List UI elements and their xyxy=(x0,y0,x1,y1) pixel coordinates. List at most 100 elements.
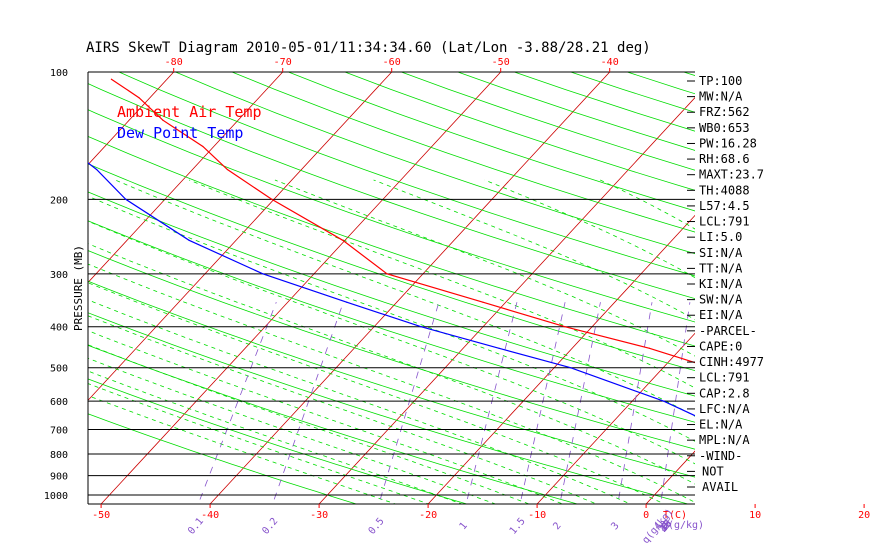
index-label: CINH:4977 xyxy=(699,355,764,369)
pressure-tick-label: 700 xyxy=(50,426,68,437)
pressure-tick-label: 100 xyxy=(50,68,68,79)
index-label: MW:N/A xyxy=(699,90,743,104)
isotherm-line xyxy=(88,72,284,284)
dry-adiabat-line xyxy=(88,344,579,504)
index-label: CAP:2.8 xyxy=(699,386,750,400)
index-label: PW:16.28 xyxy=(699,136,757,150)
mixing-ratio-tick-label: 3 xyxy=(609,521,621,533)
index-label: EL:N/A xyxy=(699,418,743,432)
y-axis-label: PRESSURE (MB) xyxy=(72,245,85,331)
index-label: AVAIL xyxy=(702,480,738,494)
dewpoint-point xyxy=(420,326,422,328)
dry-adiabat-line xyxy=(456,72,695,151)
dry-adiabat-line xyxy=(88,312,690,504)
mixing-ratio-line xyxy=(617,302,653,504)
top-temp-tick-label: -70 xyxy=(274,57,292,68)
temperature-point xyxy=(825,401,826,402)
mixing-ratio-unit-label-flat: q(g/kg) xyxy=(662,520,704,531)
dry-adiabat-line xyxy=(174,72,695,255)
dry-adiabat-line xyxy=(88,83,695,300)
pressure-tick-label: 800 xyxy=(50,450,68,461)
dry-adiabat-line xyxy=(117,72,695,277)
index-label: TT:N/A xyxy=(699,261,743,275)
mixing-ratio-tick-label: 1.5 xyxy=(508,516,528,537)
temperature-point xyxy=(648,347,651,349)
dry-adiabat-line xyxy=(682,72,695,76)
moist-adiabat-line xyxy=(88,357,497,504)
index-label: CAPE:0 xyxy=(699,339,742,353)
temperature-point xyxy=(564,326,566,328)
isotherm-line xyxy=(100,72,502,504)
moist-adiabat-line xyxy=(88,243,695,485)
index-label: SW:N/A xyxy=(699,293,743,307)
index-label: EI:N/A xyxy=(699,308,743,322)
dewpoint-point xyxy=(66,146,67,147)
isotherm-line xyxy=(645,450,695,504)
dewpoint-point xyxy=(96,168,98,171)
temperature-point xyxy=(226,168,228,171)
bottom-temp-tick-label: -50 xyxy=(92,510,110,521)
temperature-point xyxy=(835,429,836,430)
mixing-ratio-line xyxy=(378,302,440,504)
bottom-temp-tick-label: 0 xyxy=(643,510,649,521)
isotherm-line xyxy=(88,72,393,401)
top-temp-tick-label: -80 xyxy=(165,57,183,68)
index-label: LI:5.0 xyxy=(699,230,742,244)
isobar-lines xyxy=(87,71,695,505)
pressure-tick-label: 400 xyxy=(50,323,68,334)
mixing-ratio-line xyxy=(805,302,818,512)
dewpoint-point xyxy=(125,198,127,200)
mixing-ratio-line xyxy=(272,302,344,504)
mixing-ratio-line xyxy=(197,302,277,504)
isotherm-line xyxy=(209,72,611,504)
dry-adiabat-line xyxy=(230,72,695,233)
index-label: WB0:653 xyxy=(699,121,750,135)
mixing-ratio-line xyxy=(768,302,785,512)
index-label: -PARCEL- xyxy=(699,324,757,338)
mixing-ratio-tick-label: 2 xyxy=(551,521,563,533)
dewpoint-point xyxy=(569,367,572,369)
moist-adiabat-line xyxy=(88,220,695,465)
dewpoint-point xyxy=(42,105,43,106)
bottom-temp-tick-label: 20 xyxy=(858,510,870,521)
moist-adiabat-line xyxy=(801,180,870,513)
dewpoint-point xyxy=(663,400,665,402)
dry-adiabat-line xyxy=(88,250,695,450)
legend-dewpoint: Dew Point Temp xyxy=(117,124,243,142)
legend-temperature: Ambient Air Temp xyxy=(117,103,262,121)
top-temp-tick-label: -50 xyxy=(492,57,510,68)
moist-adiabat-line xyxy=(88,195,695,442)
dewpoint-point xyxy=(498,347,500,349)
dewpoint-point xyxy=(17,79,18,80)
moist-adiabat-line xyxy=(373,179,695,321)
moist-adiabat-line xyxy=(88,263,695,503)
dry-adiabat-line xyxy=(88,109,695,323)
mixing-ratio-tick-label: 4 xyxy=(652,521,664,533)
mixing-ratio-tick-label: 8 xyxy=(660,521,672,533)
moist-adiabat-line xyxy=(274,179,695,357)
pressure-tick-label: 200 xyxy=(50,195,68,206)
bottom-temp-tick-label: -40 xyxy=(201,510,219,521)
moist-adiabat-line xyxy=(88,330,564,504)
moist-adiabat-line xyxy=(88,315,598,504)
mixing-ratio-line xyxy=(465,302,518,504)
moist-adiabat-line xyxy=(88,383,430,504)
dry-adiabat-line xyxy=(88,413,358,504)
bottom-temp-tick-label: -10 xyxy=(528,510,546,521)
pressure-tick-label: 600 xyxy=(50,397,68,408)
temperature-point xyxy=(202,145,204,148)
index-label: FRZ:562 xyxy=(699,105,750,119)
axis-ticks xyxy=(100,68,865,508)
dewpoint-point xyxy=(188,239,190,241)
dry-adiabat-line xyxy=(88,378,469,504)
index-label: L57:4.5 xyxy=(699,199,750,213)
temperature-point xyxy=(162,119,164,121)
dry-adiabat-line xyxy=(400,72,695,171)
mixing-ratio-line xyxy=(660,302,691,504)
temperature-point xyxy=(342,239,344,241)
pressure-tick-label: 300 xyxy=(50,270,68,281)
sounding-profiles xyxy=(17,78,836,430)
bottom-temp-tick-label: -30 xyxy=(310,510,328,521)
